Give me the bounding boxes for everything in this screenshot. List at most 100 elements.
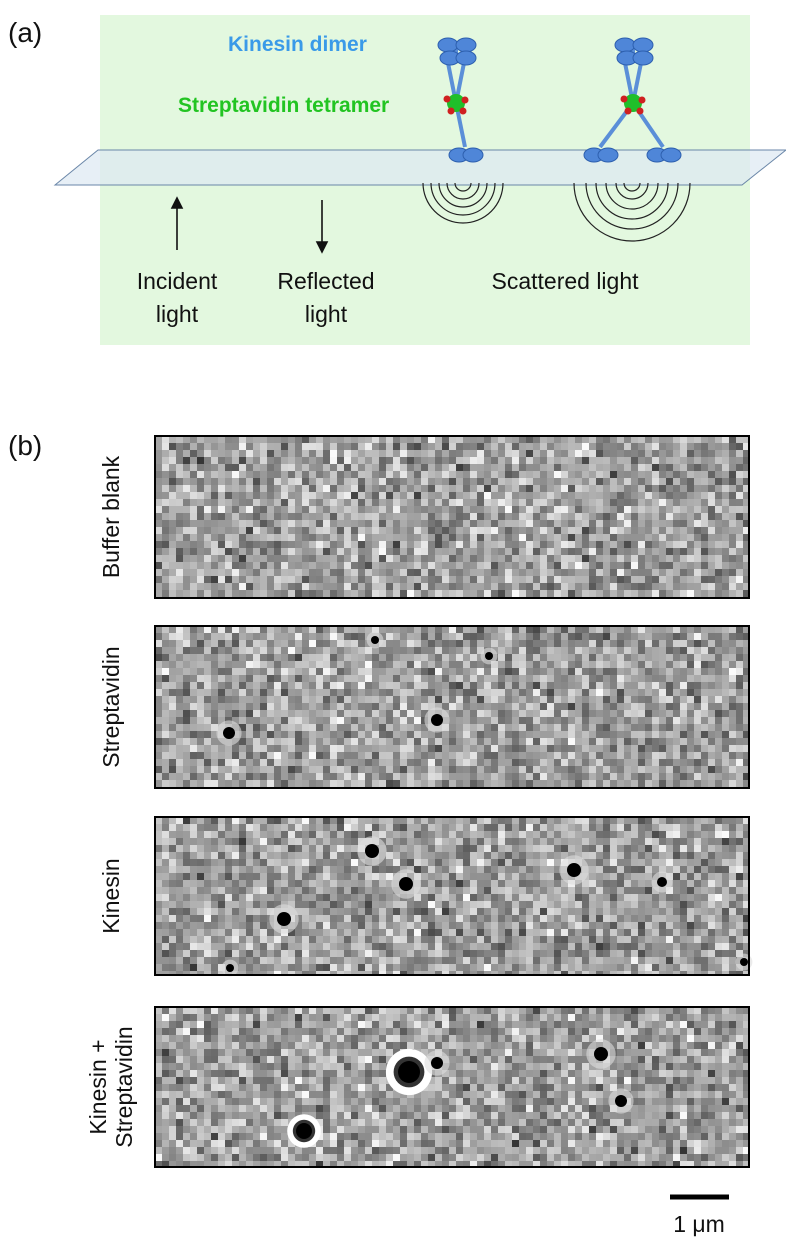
pixel xyxy=(204,492,211,499)
pixel xyxy=(239,668,246,675)
pixel xyxy=(645,838,652,845)
pixel xyxy=(218,527,225,534)
pixel xyxy=(281,696,288,703)
pixel xyxy=(372,880,379,887)
pixel xyxy=(463,527,470,534)
pixel xyxy=(155,873,162,880)
pixel xyxy=(442,499,449,506)
pixel xyxy=(400,443,407,450)
pixel xyxy=(589,852,596,859)
pixel xyxy=(526,866,533,873)
pixel xyxy=(246,492,253,499)
pixel xyxy=(729,492,736,499)
pixel xyxy=(155,752,162,759)
pixel xyxy=(582,513,589,520)
pixel xyxy=(533,766,540,773)
pixel xyxy=(596,880,603,887)
pixel xyxy=(190,626,197,633)
pixel xyxy=(309,859,316,866)
pixel xyxy=(505,845,512,852)
pixel xyxy=(365,520,372,527)
pixel xyxy=(190,443,197,450)
pixel xyxy=(337,817,344,824)
pixel xyxy=(239,640,246,647)
pixel xyxy=(484,450,491,457)
pixel xyxy=(288,548,295,555)
pixel xyxy=(652,520,659,527)
pixel xyxy=(610,576,617,583)
pixel xyxy=(470,464,477,471)
pixel xyxy=(232,745,239,752)
pixel xyxy=(519,703,526,710)
pixel xyxy=(708,745,715,752)
pixel xyxy=(190,541,197,548)
pixel xyxy=(309,450,316,457)
pixel xyxy=(393,492,400,499)
pixel xyxy=(456,471,463,478)
pixel xyxy=(498,534,505,541)
pixel xyxy=(239,675,246,682)
pixel xyxy=(190,703,197,710)
pixel xyxy=(323,668,330,675)
pixel xyxy=(715,689,722,696)
pixel xyxy=(729,682,736,689)
pixel xyxy=(666,478,673,485)
pixel xyxy=(302,478,309,485)
pixel xyxy=(225,845,232,852)
pixel xyxy=(288,738,295,745)
pixel xyxy=(533,478,540,485)
pixel xyxy=(449,541,456,548)
pixel xyxy=(351,717,358,724)
pixel xyxy=(211,824,218,831)
pixel xyxy=(253,745,260,752)
pixel xyxy=(190,845,197,852)
pixel xyxy=(505,731,512,738)
biotin xyxy=(460,108,467,115)
pixel xyxy=(624,696,631,703)
pixel xyxy=(631,831,638,838)
pixel xyxy=(659,845,666,852)
pixel xyxy=(330,831,337,838)
pixel xyxy=(596,471,603,478)
pixel xyxy=(337,548,344,555)
pixel xyxy=(246,710,253,717)
pixel xyxy=(680,703,687,710)
pixel xyxy=(554,745,561,752)
pixel xyxy=(498,576,505,583)
pixel xyxy=(204,817,211,824)
pixel xyxy=(176,852,183,859)
pixel xyxy=(358,880,365,887)
pixel xyxy=(652,831,659,838)
pixel xyxy=(162,590,169,597)
pixel xyxy=(491,852,498,859)
pixel xyxy=(603,866,610,873)
pixel xyxy=(428,464,435,471)
pixel xyxy=(281,647,288,654)
pixel xyxy=(337,471,344,478)
pixel xyxy=(596,541,603,548)
pixel xyxy=(449,626,456,633)
pixel xyxy=(232,534,239,541)
pixel xyxy=(239,880,246,887)
pixel xyxy=(694,555,701,562)
pixel xyxy=(330,576,337,583)
pixel xyxy=(372,724,379,731)
pixel xyxy=(400,555,407,562)
pixel xyxy=(736,689,743,696)
pixel xyxy=(624,745,631,752)
pixel xyxy=(659,633,666,640)
pixel xyxy=(652,703,659,710)
pixel xyxy=(309,752,316,759)
pixel xyxy=(680,457,687,464)
pixel xyxy=(477,471,484,478)
pixel xyxy=(575,457,582,464)
pixel xyxy=(519,682,526,689)
pixel xyxy=(288,633,295,640)
pixel xyxy=(281,703,288,710)
pixel xyxy=(176,710,183,717)
pixel xyxy=(582,464,589,471)
pixel xyxy=(666,499,673,506)
pixel xyxy=(316,873,323,880)
pixel xyxy=(302,569,309,576)
pixel xyxy=(526,689,533,696)
